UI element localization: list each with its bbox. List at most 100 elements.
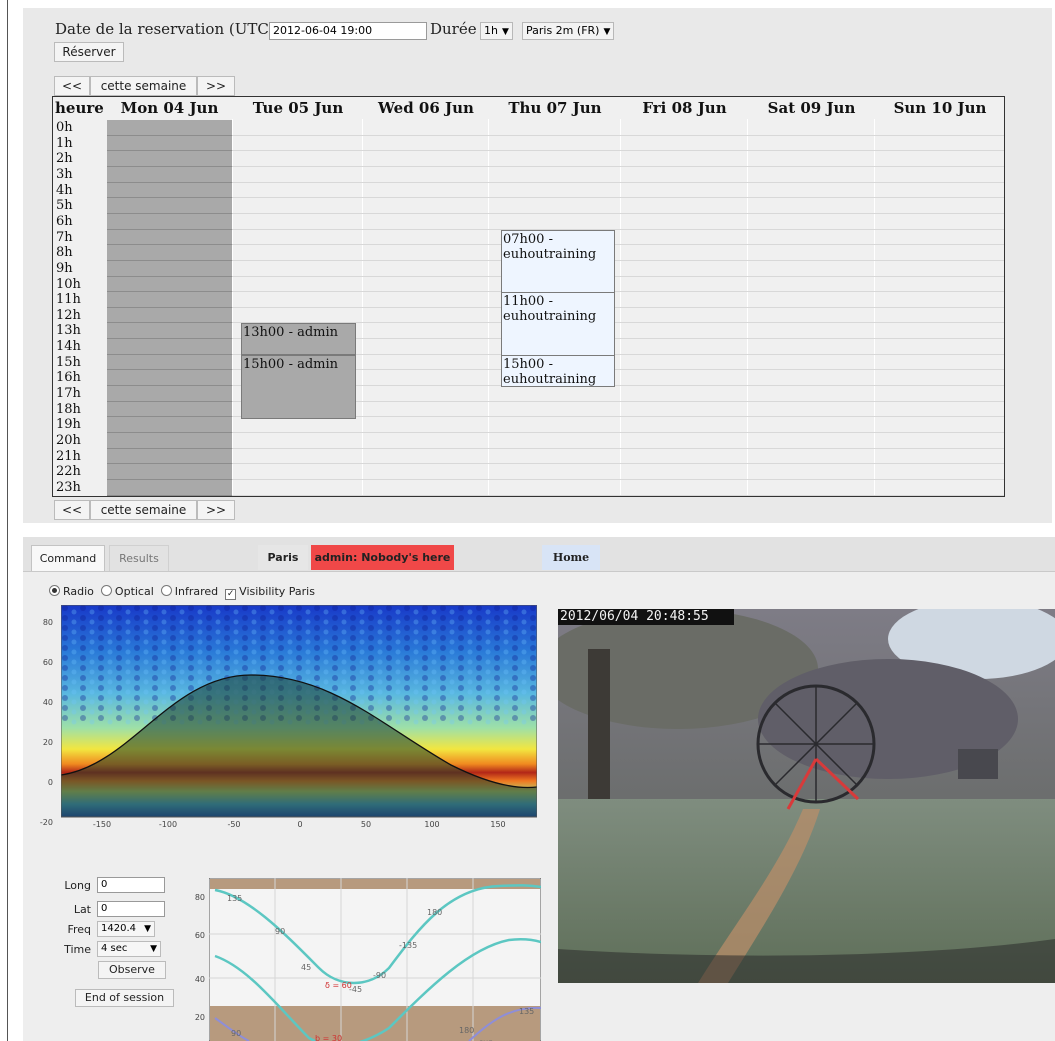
hour-label: 7h xyxy=(56,230,73,245)
hour-row-line xyxy=(107,150,232,151)
hour-row-line xyxy=(107,416,232,417)
hour-row-line xyxy=(107,135,1004,136)
elevation-y-tick: 40 xyxy=(194,975,205,984)
site-select[interactable]: Paris 2m (FR) ▼ xyxy=(522,22,615,40)
hour-row-line xyxy=(107,354,232,355)
reservation-event[interactable]: 15h00 - admin xyxy=(241,355,356,419)
this-week-button-bottom[interactable]: cette semaine xyxy=(90,500,197,520)
hour-row-line xyxy=(107,135,232,136)
hour-row-line xyxy=(107,463,1004,464)
reservation-event[interactable]: 07h00 - euhoutraining xyxy=(501,230,615,294)
hour-row-line xyxy=(107,166,232,167)
hour-label: 6h xyxy=(56,214,73,229)
reservation-event[interactable]: 11h00 - euhoutraining xyxy=(501,292,615,356)
day-header: Tue 05 Jun xyxy=(252,99,344,117)
hour-column-header: heure xyxy=(55,99,104,117)
page-divider xyxy=(7,0,8,1041)
reservation-panel: Date de la reservation (UTC) 2012-06-04 … xyxy=(23,8,1052,523)
elevation-curve-label: b = 30 xyxy=(315,1034,343,1041)
hour-row-line xyxy=(107,369,232,370)
tab-results[interactable]: Results xyxy=(109,545,169,571)
hour-label: 2h xyxy=(56,151,73,166)
day-header: Fri 08 Jun xyxy=(642,99,727,117)
hour-label: 9h xyxy=(56,261,73,276)
hour-row-line xyxy=(107,182,1004,183)
sky-map-x-tick: -100 xyxy=(158,820,178,829)
this-week-button[interactable]: cette semaine xyxy=(90,76,197,96)
elevation-chart: 80 60 40 20 135 90 45 δ = 60 -45 -90 -135 180 90 b =… xyxy=(185,878,541,1041)
sky-map-x-tick: 50 xyxy=(360,820,372,829)
radio-label: Radio xyxy=(63,585,94,598)
hour-row-line xyxy=(107,416,1004,417)
hour-row-line xyxy=(107,322,232,323)
prev-week-button-bottom[interactable]: << xyxy=(54,500,90,520)
next-week-button[interactable]: >> xyxy=(197,76,235,96)
elevation-curve-label: 90 xyxy=(231,1029,242,1038)
time-select[interactable]: 4 sec ▼ xyxy=(97,941,161,957)
hour-row-line xyxy=(107,166,1004,167)
sky-map-x-tick: -150 xyxy=(92,820,112,829)
tab-bar: Command Results Paris admin: Nobody's he… xyxy=(23,537,1055,572)
observe-button[interactable]: Observe xyxy=(98,961,166,979)
webcam-view: 2012/06/04 20:48:55 xyxy=(558,609,1055,983)
chevron-down-icon: ▼ xyxy=(144,924,151,934)
reservation-event[interactable]: 15h00 - euhoutraining xyxy=(501,355,615,387)
reservation-event[interactable]: 13h00 - admin xyxy=(241,323,356,355)
hour-row-line xyxy=(107,448,1004,449)
elevation-y-tick: 80 xyxy=(194,893,205,902)
hour-label: 13h xyxy=(56,323,81,338)
elevation-y-tick: 20 xyxy=(194,1013,205,1022)
day-header: Wed 06 Jun xyxy=(378,99,474,117)
freq-value: 1420.4 xyxy=(101,923,136,934)
hour-label: 8h xyxy=(56,245,73,260)
day-header: Mon 04 Jun xyxy=(120,99,219,117)
sky-map-x-tick: 0 xyxy=(297,820,303,829)
long-label: Long xyxy=(64,879,91,892)
hour-label: 18h xyxy=(56,402,81,417)
next-week-button-bottom[interactable]: >> xyxy=(197,500,235,520)
sky-map-x-tick: 100 xyxy=(424,820,440,829)
home-button[interactable]: Home xyxy=(542,545,600,570)
webcam-image xyxy=(558,609,1055,983)
optical-label: Optical xyxy=(114,585,154,598)
hour-label: 17h xyxy=(56,386,81,401)
hour-row-line xyxy=(107,401,1004,402)
date-label: Date de la reservation (UTC) xyxy=(55,20,275,38)
time-label: Time xyxy=(64,943,91,956)
hour-label: 0h xyxy=(56,120,73,135)
hour-label: 22h xyxy=(56,464,81,479)
sky-map-x-tick: -50 xyxy=(227,820,241,829)
elevation-curve-label: -90 xyxy=(373,971,387,980)
radio-mode-optical[interactable] xyxy=(100,585,112,596)
radio-mode-radio[interactable] xyxy=(49,585,60,596)
hour-row-line xyxy=(107,432,232,433)
prev-week-button[interactable]: << xyxy=(54,76,90,96)
chevron-down-icon: ▼ xyxy=(603,27,611,37)
hour-label: 5h xyxy=(56,198,73,213)
hour-label: 19h xyxy=(56,417,81,432)
freq-select[interactable]: 1420.4 ▼ xyxy=(97,921,155,937)
day-header: Thu 07 Jun xyxy=(508,99,602,117)
tab-command[interactable]: Command xyxy=(31,545,105,571)
elevation-curve-label: δ = 60 xyxy=(325,981,352,990)
elevation-curve-label: 90 xyxy=(275,927,286,936)
hour-row-line xyxy=(107,197,232,198)
hour-row-line xyxy=(107,276,232,277)
end-session-button[interactable]: End of session xyxy=(75,989,174,1007)
reserve-button[interactable]: Réserver xyxy=(54,42,124,62)
radio-mode-infrared[interactable] xyxy=(160,585,172,596)
visibility-checkbox[interactable]: ✓ xyxy=(225,589,237,600)
sky-map-image xyxy=(61,605,537,818)
duration-select[interactable]: 1h ▼ xyxy=(480,22,513,40)
elevation-curve-label: -135 xyxy=(399,941,418,950)
freq-label: Freq xyxy=(67,923,91,936)
hour-row-line xyxy=(107,213,1004,214)
sky-map[interactable]: 80 60 40 20 0 -20 xyxy=(39,605,539,832)
long-input[interactable]: 0 xyxy=(97,877,165,893)
hour-label: 14h xyxy=(56,339,81,354)
lat-input[interactable]: 0 xyxy=(97,901,165,917)
hour-row-line xyxy=(107,495,1004,496)
visibility-label: Visibility Paris xyxy=(239,585,315,598)
site-value: Paris 2m (FR) xyxy=(526,24,600,37)
date-input[interactable]: 2012-06-04 19:00 xyxy=(269,22,427,40)
